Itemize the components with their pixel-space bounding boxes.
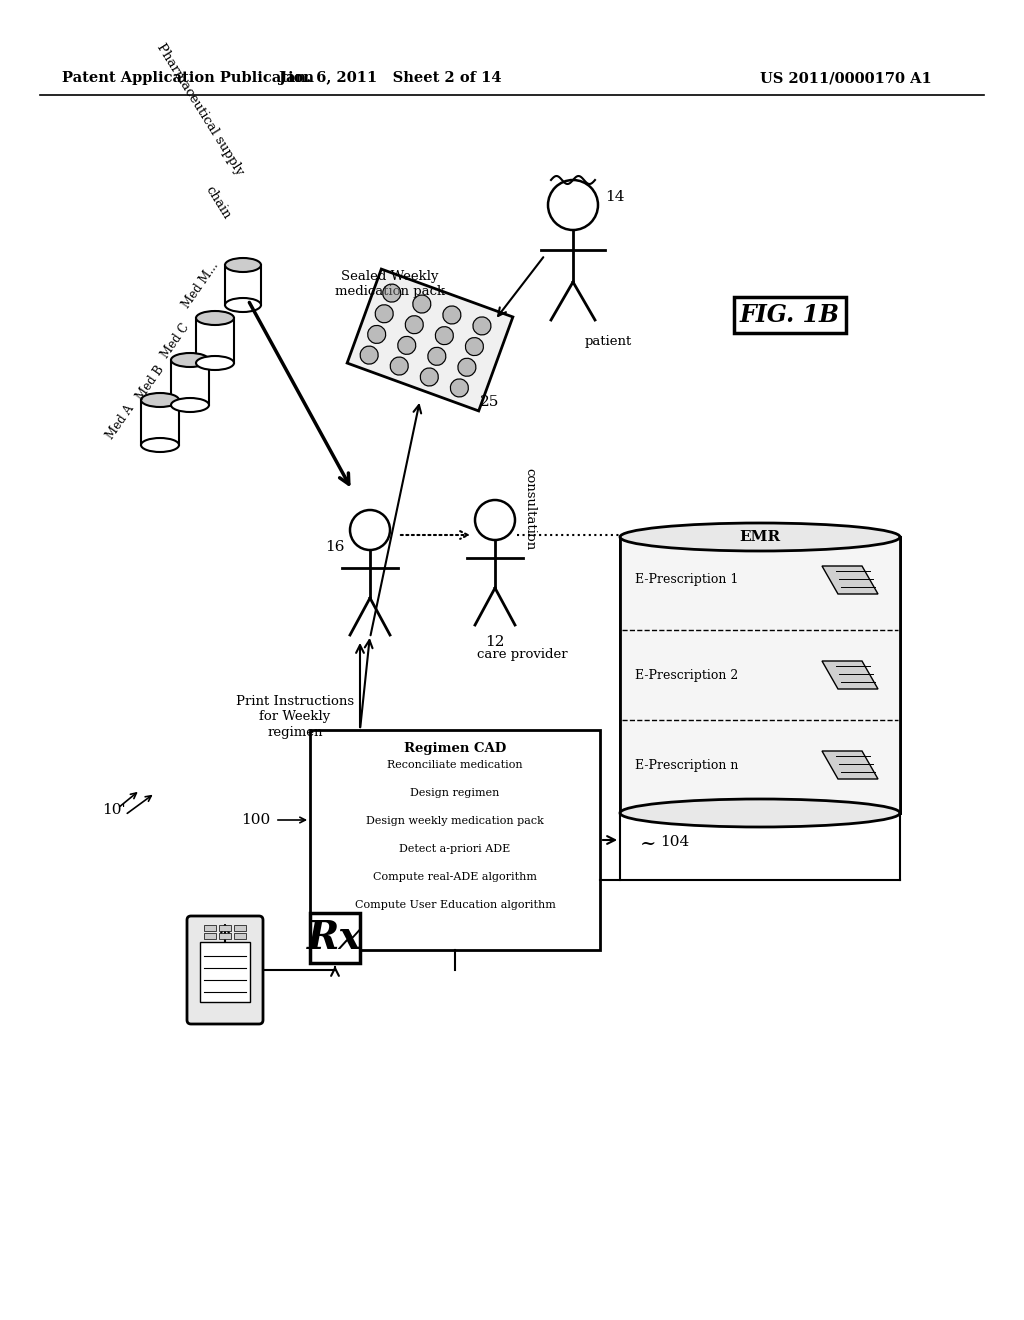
Text: Med B: Med B bbox=[134, 363, 167, 403]
Polygon shape bbox=[822, 751, 878, 779]
Ellipse shape bbox=[171, 399, 209, 412]
Text: Rx: Rx bbox=[307, 919, 362, 957]
Text: EMR: EMR bbox=[739, 531, 780, 544]
Bar bbox=[620, 537, 900, 813]
Text: Med C: Med C bbox=[159, 321, 193, 360]
Bar bbox=[234, 933, 246, 939]
Ellipse shape bbox=[141, 393, 179, 407]
Text: Detect a-priori ADE: Detect a-priori ADE bbox=[399, 843, 511, 854]
Text: US 2011/0000170 A1: US 2011/0000170 A1 bbox=[760, 71, 932, 84]
Text: Sealed Weekly: Sealed Weekly bbox=[341, 271, 438, 282]
Circle shape bbox=[420, 368, 438, 385]
Text: Jan. 6, 2011   Sheet 2 of 14: Jan. 6, 2011 Sheet 2 of 14 bbox=[279, 71, 502, 84]
Circle shape bbox=[466, 338, 483, 355]
Text: Print Instructions: Print Instructions bbox=[236, 696, 354, 708]
Bar bbox=[347, 269, 513, 411]
Bar bbox=[200, 942, 250, 1002]
Text: care provider: care provider bbox=[477, 648, 567, 661]
Text: E-Prescription 2: E-Prescription 2 bbox=[635, 668, 738, 681]
Text: chain: chain bbox=[203, 185, 233, 222]
FancyBboxPatch shape bbox=[187, 916, 263, 1024]
Bar bbox=[225, 265, 261, 305]
Text: 14: 14 bbox=[605, 190, 625, 205]
Circle shape bbox=[428, 347, 445, 366]
Text: 25: 25 bbox=[480, 395, 500, 409]
Ellipse shape bbox=[196, 312, 234, 325]
Circle shape bbox=[442, 306, 461, 323]
Bar bbox=[141, 400, 179, 445]
Circle shape bbox=[397, 337, 416, 354]
Circle shape bbox=[368, 326, 386, 343]
Text: 12: 12 bbox=[485, 635, 505, 649]
Text: Design weekly medication pack: Design weekly medication pack bbox=[366, 816, 544, 826]
Text: regimen: regimen bbox=[267, 726, 323, 739]
Polygon shape bbox=[822, 661, 878, 689]
Bar bbox=[234, 925, 246, 931]
Text: ~: ~ bbox=[640, 836, 656, 853]
Bar bbox=[171, 360, 209, 405]
Text: 100: 100 bbox=[241, 813, 270, 828]
Ellipse shape bbox=[225, 257, 261, 272]
Text: medication pack: medication pack bbox=[335, 285, 445, 298]
Circle shape bbox=[451, 379, 468, 397]
Circle shape bbox=[390, 356, 409, 375]
Text: Med A: Med A bbox=[104, 403, 137, 442]
Circle shape bbox=[406, 315, 423, 334]
Text: Design regimen: Design regimen bbox=[411, 788, 500, 799]
Text: Regimen CAD: Regimen CAD bbox=[403, 742, 506, 755]
Circle shape bbox=[473, 317, 490, 335]
Bar bbox=[310, 730, 600, 950]
Circle shape bbox=[360, 346, 378, 364]
Text: Patent Application Publication: Patent Application Publication bbox=[62, 71, 314, 84]
Ellipse shape bbox=[620, 799, 900, 828]
Bar bbox=[204, 933, 216, 939]
Ellipse shape bbox=[171, 352, 209, 367]
Text: FIG. 1B: FIG. 1B bbox=[740, 304, 840, 327]
Text: Compute User Education algorithm: Compute User Education algorithm bbox=[354, 900, 555, 909]
Text: Pharmaceutical supply: Pharmaceutical supply bbox=[154, 41, 246, 178]
Text: 104: 104 bbox=[660, 836, 689, 849]
Bar bbox=[196, 318, 234, 363]
Ellipse shape bbox=[620, 523, 900, 550]
Bar bbox=[204, 925, 216, 931]
Text: 10': 10' bbox=[102, 803, 126, 817]
Ellipse shape bbox=[141, 438, 179, 451]
Text: Reconciliate medication: Reconciliate medication bbox=[387, 760, 523, 770]
Text: patient: patient bbox=[585, 335, 632, 348]
Text: Compute real-ADE algorithm: Compute real-ADE algorithm bbox=[373, 873, 537, 882]
Circle shape bbox=[375, 305, 393, 323]
Circle shape bbox=[383, 284, 400, 302]
Text: 16: 16 bbox=[325, 540, 344, 554]
Circle shape bbox=[458, 358, 476, 376]
Bar bbox=[219, 925, 231, 931]
Ellipse shape bbox=[225, 298, 261, 312]
Text: E-Prescription 1: E-Prescription 1 bbox=[635, 573, 738, 586]
Bar bbox=[219, 933, 231, 939]
Text: Med M...: Med M... bbox=[179, 259, 221, 310]
Text: consultation: consultation bbox=[523, 469, 537, 550]
Text: for Weekly: for Weekly bbox=[259, 710, 331, 723]
Bar bbox=[310, 913, 360, 964]
Ellipse shape bbox=[196, 356, 234, 370]
Circle shape bbox=[413, 296, 431, 313]
Circle shape bbox=[435, 326, 454, 345]
Polygon shape bbox=[822, 566, 878, 594]
Text: E-Prescription n: E-Prescription n bbox=[635, 759, 738, 771]
